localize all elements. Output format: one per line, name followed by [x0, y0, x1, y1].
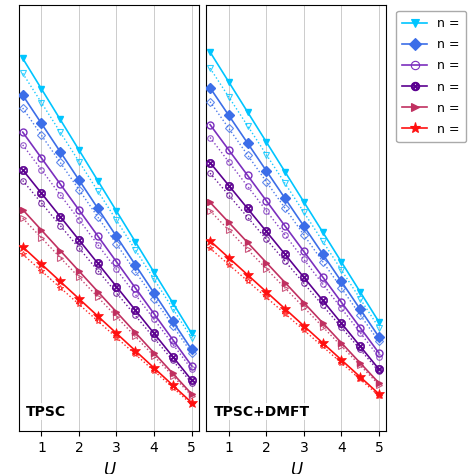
X-axis label: U: U: [290, 461, 302, 474]
Legend: n =, n =, n =, n =, n =, n =: n =, n =, n =, n =, n =, n =: [396, 11, 466, 142]
Text: TPSC: TPSC: [26, 404, 66, 419]
Text: TPSC+DMFT: TPSC+DMFT: [213, 404, 310, 419]
X-axis label: U: U: [103, 461, 115, 474]
